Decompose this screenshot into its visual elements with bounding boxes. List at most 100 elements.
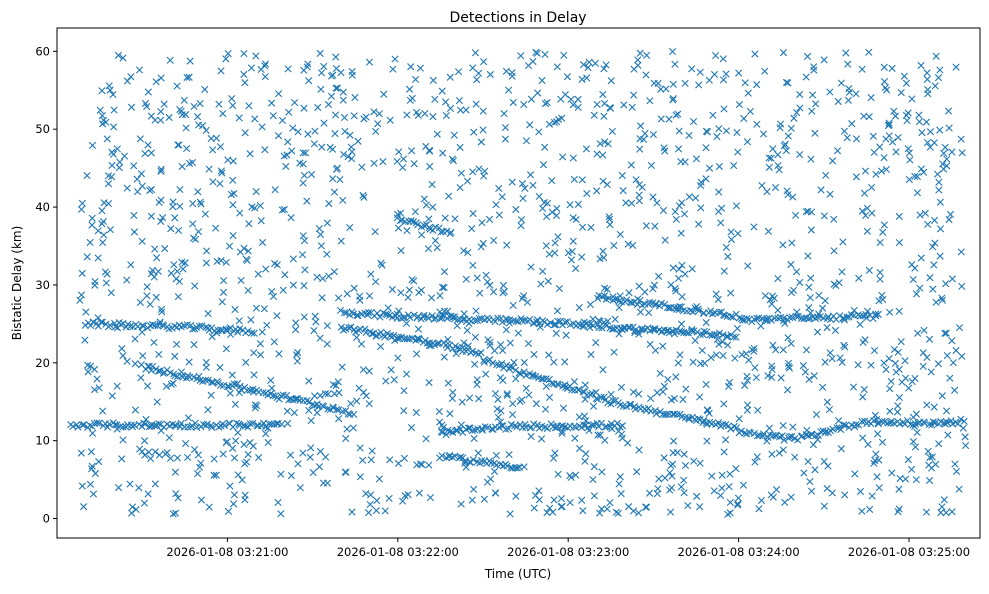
data-point (469, 209, 477, 218)
data-point (678, 293, 686, 301)
data-point (498, 360, 506, 368)
data-point (657, 115, 665, 123)
data-point (685, 193, 693, 201)
data-point (183, 73, 191, 82)
data-point (560, 51, 568, 59)
data-point (250, 349, 258, 357)
data-point (500, 109, 508, 118)
data-point (228, 371, 236, 379)
data-point (931, 82, 939, 90)
data-point (549, 508, 557, 516)
data-point (597, 505, 606, 513)
data-point (694, 305, 702, 313)
data-point (190, 102, 198, 111)
data-point (748, 346, 756, 354)
data-point (922, 508, 931, 516)
data-point (731, 354, 739, 362)
data-point (513, 464, 521, 472)
data-point (654, 272, 663, 280)
data-point (958, 352, 966, 360)
data-point (580, 388, 588, 396)
data-point (932, 460, 940, 468)
data-point (927, 368, 935, 376)
data-point (722, 333, 731, 341)
data-point (915, 111, 923, 119)
data-point (301, 266, 309, 274)
data-point (531, 491, 540, 500)
data-point (416, 64, 424, 72)
data-point (505, 450, 513, 459)
data-point (951, 460, 959, 468)
data-point (957, 248, 965, 256)
data-point (292, 351, 301, 359)
data-point (332, 84, 340, 92)
data-point (87, 448, 95, 456)
data-point (194, 451, 202, 459)
data-point (415, 288, 423, 297)
data-point (743, 314, 751, 323)
data-point (911, 443, 920, 451)
data-point (576, 444, 584, 453)
data-point (395, 148, 403, 156)
data-point (835, 417, 843, 425)
data-point (647, 161, 655, 170)
data-point (367, 456, 375, 464)
data-point (578, 75, 586, 83)
data-point (171, 214, 179, 222)
data-point (746, 107, 754, 116)
data-point (691, 336, 699, 345)
data-point (578, 253, 586, 261)
data-point (167, 380, 175, 388)
data-point (689, 117, 698, 126)
data-point (194, 228, 203, 236)
data-point (538, 76, 546, 85)
data-point (588, 389, 596, 398)
data-point (890, 419, 898, 427)
data-point (725, 422, 733, 430)
data-point (669, 437, 678, 445)
data-point (163, 449, 171, 457)
data-point (175, 141, 183, 149)
data-point (81, 321, 89, 329)
data-point (150, 338, 158, 346)
data-point (810, 372, 818, 380)
data-point (892, 368, 900, 376)
data-point (359, 191, 367, 199)
data-point (501, 124, 509, 132)
data-point (791, 453, 799, 461)
data-point (258, 328, 266, 336)
data-point (915, 118, 923, 126)
data-point (503, 241, 511, 249)
data-point (299, 232, 307, 240)
data-point (583, 74, 591, 82)
data-point (240, 440, 248, 449)
data-point (589, 315, 597, 323)
data-point (796, 278, 804, 287)
data-point (925, 476, 934, 485)
data-point (456, 106, 465, 114)
data-point (588, 421, 596, 429)
data-point (720, 105, 728, 113)
data-point (139, 322, 148, 330)
data-point (722, 436, 730, 444)
data-point (784, 359, 793, 367)
data-point (353, 397, 361, 405)
data-point (184, 414, 193, 422)
data-point (148, 320, 157, 329)
data-point (792, 312, 800, 320)
data-point (943, 351, 951, 360)
data-point (917, 254, 925, 262)
y-axis-label: Bistatic Delay (km) (10, 226, 24, 341)
data-point (230, 380, 238, 388)
data-point (622, 199, 630, 207)
data-point (157, 116, 165, 124)
data-point (838, 268, 846, 276)
data-point (504, 86, 513, 94)
data-point (783, 386, 792, 394)
data-point (469, 168, 477, 176)
data-point (741, 381, 749, 389)
data-point (323, 322, 331, 330)
data-point (735, 415, 743, 423)
data-point (929, 285, 937, 293)
data-point (888, 138, 897, 146)
